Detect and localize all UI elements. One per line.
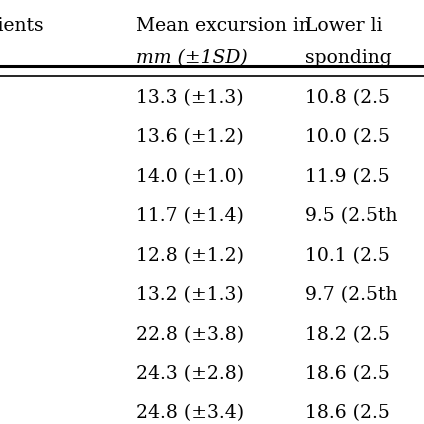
Text: mm (±1SD): mm (±1SD): [136, 49, 248, 67]
Text: 11.7 (±1.4): 11.7 (±1.4): [136, 207, 243, 225]
Text: 9.7 (2.5th: 9.7 (2.5th: [305, 286, 398, 304]
Text: 18.6 (2.5: 18.6 (2.5: [305, 365, 390, 383]
Text: 14.0 (±1.0): 14.0 (±1.0): [136, 168, 244, 186]
Text: 13.6 (±1.2): 13.6 (±1.2): [136, 128, 243, 146]
Text: 13.2 (±1.3): 13.2 (±1.3): [136, 286, 243, 304]
Text: 18.6 (2.5: 18.6 (2.5: [305, 404, 390, 422]
Text: 24.3 (±2.8): 24.3 (±2.8): [136, 365, 244, 383]
Text: 11.9 (2.5: 11.9 (2.5: [305, 168, 390, 186]
Text: atients: atients: [0, 17, 43, 35]
Text: Lower li: Lower li: [305, 17, 383, 35]
Text: 10.8 (2.5: 10.8 (2.5: [305, 89, 390, 107]
Text: sponding: sponding: [305, 49, 392, 67]
Text: 22.8 (±3.8): 22.8 (±3.8): [136, 326, 244, 343]
Text: 18.2 (2.5: 18.2 (2.5: [305, 326, 390, 343]
Text: 10.0 (2.5: 10.0 (2.5: [305, 128, 390, 146]
Text: 9.5 (2.5th: 9.5 (2.5th: [305, 207, 398, 225]
Text: Mean excursion in: Mean excursion in: [136, 17, 310, 35]
Text: 10.1 (2.5: 10.1 (2.5: [305, 247, 390, 265]
Text: 13.3 (±1.3): 13.3 (±1.3): [136, 89, 243, 107]
Text: 24.8 (±3.4): 24.8 (±3.4): [136, 404, 244, 422]
Text: 12.8 (±1.2): 12.8 (±1.2): [136, 247, 244, 265]
